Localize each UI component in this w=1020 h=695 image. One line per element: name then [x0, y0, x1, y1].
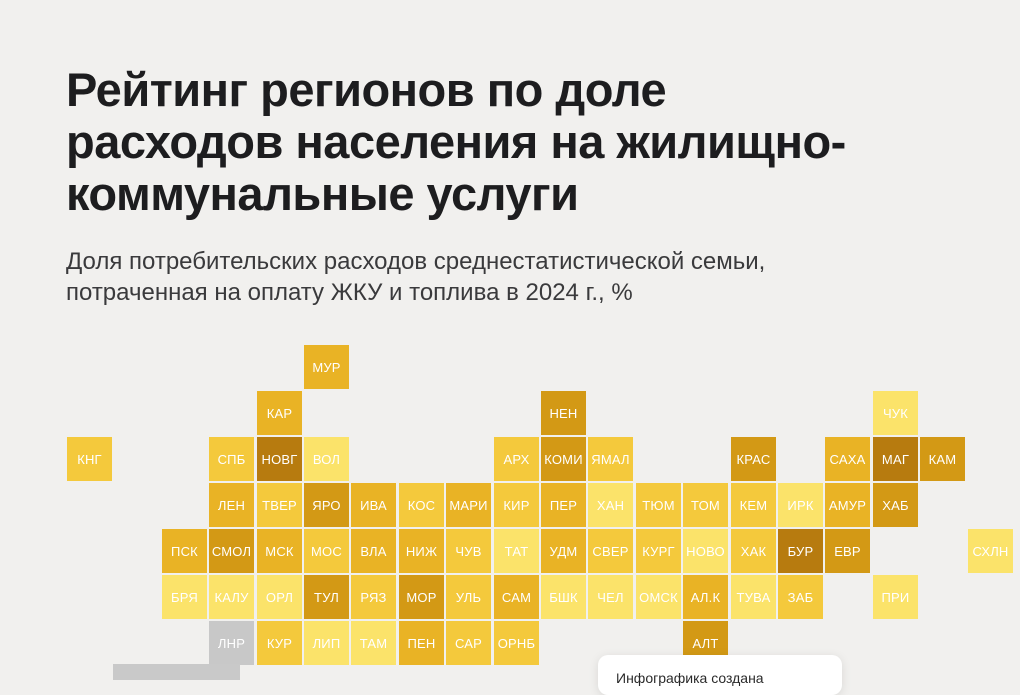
region-tile-лип[interactable]: ЛИП	[304, 621, 349, 665]
region-tile-ива[interactable]: ИВА	[351, 483, 396, 527]
region-tile-ново[interactable]: НОВО	[683, 529, 728, 573]
region-tile-уль[interactable]: УЛЬ	[446, 575, 491, 619]
region-tile-яро[interactable]: ЯРО	[304, 483, 349, 527]
region-tile-тат[interactable]: ТАТ	[494, 529, 539, 573]
region-tile-мор[interactable]: МОР	[399, 575, 444, 619]
region-tile-коми[interactable]: КОМИ	[541, 437, 586, 481]
region-tile-хаб[interactable]: ХАБ	[873, 483, 918, 527]
region-tile-бшк[interactable]: БШК	[541, 575, 586, 619]
footer-note: Инфографика создана	[598, 655, 842, 695]
region-tile-орнб[interactable]: ОРНБ	[494, 621, 539, 665]
region-tile-пск[interactable]: ПСК	[162, 529, 207, 573]
region-tile-орл[interactable]: ОРЛ	[257, 575, 302, 619]
region-tile-мари[interactable]: МАРИ	[446, 483, 491, 527]
title-line-3: коммунальные услуги	[66, 167, 579, 220]
region-tile-ряз[interactable]: РЯЗ	[351, 575, 396, 619]
region-tile-схлн[interactable]: СХЛН	[968, 529, 1013, 573]
subtitle-line-1: Доля потребительских расходов среднестат…	[66, 248, 766, 275]
region-tile-лнр[interactable]: ЛНР	[209, 621, 254, 665]
region-tile-евр[interactable]: ЕВР	[825, 529, 870, 573]
region-tile-нен[interactable]: НЕН	[541, 391, 586, 435]
region-tile-омск[interactable]: ОМСК	[636, 575, 681, 619]
region-tile-арх[interactable]: АРХ	[494, 437, 539, 481]
region-tile-тюм[interactable]: ТЮМ	[636, 483, 681, 527]
region-tile-маг[interactable]: МАГ	[873, 437, 918, 481]
region-tile-пен[interactable]: ПЕН	[399, 621, 444, 665]
region-tile-заб[interactable]: ЗАБ	[778, 575, 823, 619]
region-tile-мск[interactable]: МСК	[257, 529, 302, 573]
region-tile-крас[interactable]: КРАС	[731, 437, 776, 481]
region-tile-тува[interactable]: ТУВА	[731, 575, 776, 619]
region-tile-бур[interactable]: БУР	[778, 529, 823, 573]
region-tile-кар[interactable]: КАР	[257, 391, 302, 435]
region-tile-кам[interactable]: КАМ	[920, 437, 965, 481]
region-tile-твер[interactable]: ТВЕР	[257, 483, 302, 527]
region-tile-вол[interactable]: ВОЛ	[304, 437, 349, 481]
region-tile-новг[interactable]: НОВГ	[257, 437, 302, 481]
region-tile-кос[interactable]: КОС	[399, 483, 444, 527]
region-tile-саха[interactable]: САХА	[825, 437, 870, 481]
region-tile-тул[interactable]: ТУЛ	[304, 575, 349, 619]
page-subtitle: Доля потребительских расходов среднестат…	[66, 246, 966, 308]
region-tile-бря[interactable]: БРЯ	[162, 575, 207, 619]
title-line-2: расходов населения на жилищно-	[66, 115, 846, 168]
region-tile-пер[interactable]: ПЕР	[541, 483, 586, 527]
region-tile-удм[interactable]: УДМ	[541, 529, 586, 573]
region-tile-чук[interactable]: ЧУК	[873, 391, 918, 435]
region-tile-ямал[interactable]: ЯМАЛ	[588, 437, 633, 481]
region-tile-смол[interactable]: СМОЛ	[209, 529, 254, 573]
page-title: Рейтинг регионов по доле расходов населе…	[66, 64, 966, 220]
region-tile-свер[interactable]: СВЕР	[588, 529, 633, 573]
region-tile-спб[interactable]: СПБ	[209, 437, 254, 481]
region-tile-кург[interactable]: КУРГ	[636, 529, 681, 573]
no-data-tile-partial	[113, 664, 240, 680]
region-tile-ирк[interactable]: ИРК	[778, 483, 823, 527]
region-tile-мур[interactable]: МУР	[304, 345, 349, 389]
title-line-1: Рейтинг регионов по доле	[66, 63, 667, 116]
region-tile-при[interactable]: ПРИ	[873, 575, 918, 619]
region-tile-сар[interactable]: САР	[446, 621, 491, 665]
subtitle-line-2: потраченная на оплату ЖКУ и топлива в 20…	[66, 279, 633, 306]
region-tile-калу[interactable]: КАЛУ	[209, 575, 254, 619]
tile-map: МУР КАР НЕН ЧУК КНГ СПБ НОВГ ВОЛ АРХ КОМИ ЯМАЛ КРАС…	[67, 345, 1013, 665]
region-tile-хак[interactable]: ХАК	[731, 529, 776, 573]
region-tile-том[interactable]: ТОМ	[683, 483, 728, 527]
region-tile-амур[interactable]: АМУР	[825, 483, 870, 527]
region-tile-кем[interactable]: КЕМ	[731, 483, 776, 527]
region-tile-алк[interactable]: АЛ.К	[683, 575, 728, 619]
footer-note-text: Инфографика создана	[616, 670, 764, 686]
region-tile-хан[interactable]: ХАН	[588, 483, 633, 527]
region-tile-кир[interactable]: КИР	[494, 483, 539, 527]
region-tile-чув[interactable]: ЧУВ	[446, 529, 491, 573]
region-tile-сам[interactable]: САМ	[494, 575, 539, 619]
region-tile-чел[interactable]: ЧЕЛ	[588, 575, 633, 619]
region-tile-лен[interactable]: ЛЕН	[209, 483, 254, 527]
region-tile-кур[interactable]: КУР	[257, 621, 302, 665]
region-tile-ниж[interactable]: НИЖ	[399, 529, 444, 573]
region-tile-там[interactable]: ТАМ	[351, 621, 396, 665]
region-tile-вла[interactable]: ВЛА	[351, 529, 396, 573]
region-tile-кнг[interactable]: КНГ	[67, 437, 112, 481]
region-tile-мос[interactable]: МОС	[304, 529, 349, 573]
